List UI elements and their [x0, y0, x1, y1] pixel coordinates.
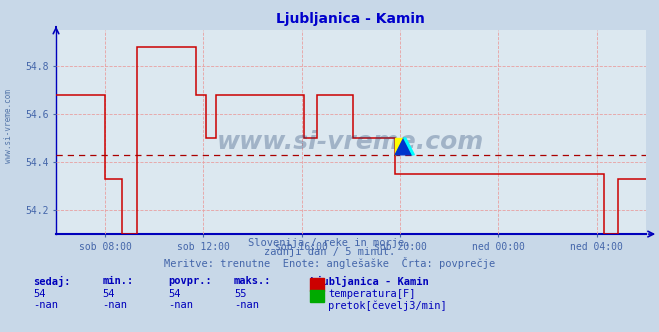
Text: pretok[čevelj3/min]: pretok[čevelj3/min] [328, 300, 447, 311]
Text: www.si-vreme.com: www.si-vreme.com [217, 130, 484, 154]
Text: -nan: -nan [234, 300, 259, 310]
Text: 54: 54 [168, 289, 181, 299]
Text: sedaj:: sedaj: [33, 276, 71, 287]
Text: Meritve: trenutne  Enote: anglešaške  Črta: povprečje: Meritve: trenutne Enote: anglešaške Črta… [164, 257, 495, 269]
Text: temperatura[F]: temperatura[F] [328, 289, 416, 299]
Text: zadnji dan / 5 minut.: zadnji dan / 5 minut. [264, 247, 395, 257]
Text: povpr.:: povpr.: [168, 276, 212, 286]
Title: Ljubljanica - Kamin: Ljubljanica - Kamin [277, 12, 425, 26]
Text: www.si-vreme.com: www.si-vreme.com [4, 89, 13, 163]
Text: 54: 54 [102, 289, 115, 299]
Text: Slovenija / reke in morje.: Slovenija / reke in morje. [248, 238, 411, 248]
Polygon shape [404, 138, 415, 155]
Text: -nan: -nan [168, 300, 193, 310]
Polygon shape [395, 138, 404, 155]
Text: 54: 54 [33, 289, 45, 299]
Text: maks.:: maks.: [234, 276, 272, 286]
Text: -nan: -nan [33, 300, 58, 310]
Text: Ljubljanica - Kamin: Ljubljanica - Kamin [310, 276, 428, 287]
Text: min.:: min.: [102, 276, 133, 286]
Text: 55: 55 [234, 289, 246, 299]
Polygon shape [395, 138, 413, 155]
Text: -nan: -nan [102, 300, 127, 310]
